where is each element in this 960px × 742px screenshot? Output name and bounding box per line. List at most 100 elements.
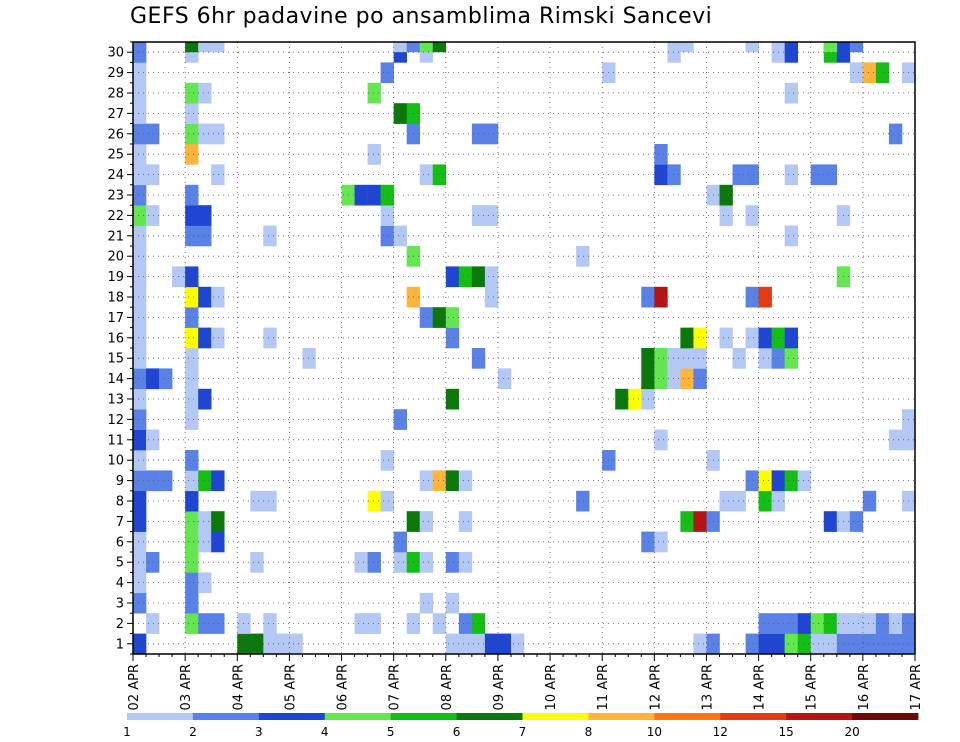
- heatmap-cell: [888, 429, 903, 451]
- heatmap-grid: [133, 42, 915, 654]
- heatmap-cell: [198, 531, 212, 553]
- heatmap-cell: [185, 572, 199, 594]
- y-tick-label: 19: [107, 270, 124, 285]
- y-tick-label: 28: [107, 87, 124, 102]
- heatmap-cell: [875, 633, 890, 655]
- heatmap-cell: [393, 103, 407, 124]
- heatmap-cell: [432, 470, 447, 492]
- heatmap-cell: [211, 286, 225, 308]
- heatmap-cell: [185, 592, 199, 614]
- heatmap-cell: [484, 286, 499, 308]
- heatmap-cell: [133, 307, 147, 328]
- heatmap-cell: [133, 286, 147, 308]
- heatmap-cell: [354, 552, 368, 573]
- heatmap-cell: [745, 470, 759, 492]
- heatmap-cell: [133, 388, 147, 410]
- heatmap-cell: [810, 164, 825, 186]
- heatmap-cell: [432, 164, 447, 186]
- colorbar-swatch: [324, 713, 392, 720]
- colorbar-label: 5: [387, 725, 395, 739]
- y-tick-label: 9: [116, 474, 124, 489]
- heatmap-cell: [185, 531, 199, 553]
- heatmap-cell: [667, 164, 681, 186]
- heatmap-cell: [367, 82, 381, 104]
- heatmap-cell: [445, 552, 460, 573]
- heatmap-cell: [354, 184, 368, 206]
- colorbar-swatch: [258, 713, 326, 720]
- heatmap-cell: [146, 429, 160, 451]
- colorbar-label: 8: [585, 725, 593, 739]
- heatmap-cell: [445, 307, 460, 328]
- heatmap-cell: [849, 62, 864, 84]
- heatmap-cell: [263, 225, 277, 247]
- heatmap-cell: [393, 42, 407, 53]
- heatmap-cell: [133, 368, 147, 390]
- colorbar-swatch: [852, 713, 919, 720]
- heatmap-cell: [849, 633, 864, 655]
- heatmap-cell: [133, 246, 147, 267]
- heatmap-cell: [888, 123, 903, 145]
- heatmap-cell: [367, 613, 381, 634]
- heatmap-cell: [133, 144, 147, 165]
- heatmap-cell: [667, 368, 681, 390]
- heatmap-cell: [133, 266, 147, 288]
- heatmap-cell: [784, 225, 798, 247]
- y-tick-label: 18: [107, 291, 124, 306]
- colorbar-label: 2: [189, 725, 197, 739]
- heatmap-cell: [849, 511, 864, 532]
- heatmap-cell: [185, 490, 199, 512]
- colorbar-swatch: [786, 713, 853, 720]
- heatmap-cell: [354, 613, 368, 634]
- heatmap-cell: [484, 633, 499, 655]
- colorbar-label: 7: [519, 725, 527, 739]
- heatmap-cell: [732, 490, 746, 512]
- heatmap-cell: [263, 633, 277, 655]
- heatmap-cell: [419, 42, 434, 53]
- heatmap-cell: [159, 470, 173, 492]
- heatmap-cell: [393, 552, 407, 573]
- heatmap-cell: [458, 633, 473, 655]
- y-tick-label: 23: [107, 189, 124, 204]
- heatmap-cell: [888, 633, 903, 655]
- heatmap-cell: [654, 531, 668, 553]
- heatmap-cell: [445, 327, 460, 349]
- heatmap-cell: [133, 633, 147, 655]
- heatmap-cell: [198, 82, 212, 104]
- heatmap-cell: [862, 633, 877, 655]
- y-axis: 1234567891011121314151617181920212223242…: [107, 41, 133, 655]
- heatmap-cell: [745, 633, 759, 655]
- y-tick-label: 26: [107, 127, 124, 142]
- heatmap-cell: [797, 613, 812, 634]
- heatmap-cell: [185, 184, 199, 206]
- heatmap-cell: [484, 205, 499, 226]
- colorbar-swatch: [588, 713, 655, 720]
- colorbar-label: 1: [123, 725, 131, 739]
- heatmap-cell: [654, 164, 668, 186]
- x-tick-label: 13 APR: [701, 664, 716, 710]
- heatmap-cell: [380, 62, 394, 84]
- y-tick-label: 11: [107, 433, 124, 448]
- y-tick-label: 3: [116, 597, 124, 612]
- heatmap-cell: [576, 246, 590, 267]
- colorbar-label: 12: [713, 725, 728, 739]
- heatmap-cell: [758, 490, 772, 512]
- heatmap-cell: [393, 409, 407, 430]
- heatmap-cell: [484, 266, 499, 288]
- heatmap-cell: [133, 348, 147, 369]
- heatmap-cell: [445, 633, 460, 655]
- heatmap-cell: [862, 490, 877, 512]
- heatmap-cell: [133, 205, 147, 226]
- heatmap-cell: [419, 511, 434, 532]
- heatmap-cell: [693, 348, 707, 369]
- heatmap-cell: [133, 123, 147, 145]
- heatmap-cell: [133, 552, 147, 573]
- heatmap-cell: [693, 327, 707, 349]
- heatmap-cell: [445, 470, 460, 492]
- heatmap-cell: [758, 348, 772, 369]
- heatmap-cell: [458, 613, 473, 634]
- heatmap-cell: [810, 613, 825, 634]
- heatmap-cell: [250, 490, 264, 512]
- heatmap-cell: [758, 633, 772, 655]
- colorbar-label: 4: [321, 725, 329, 739]
